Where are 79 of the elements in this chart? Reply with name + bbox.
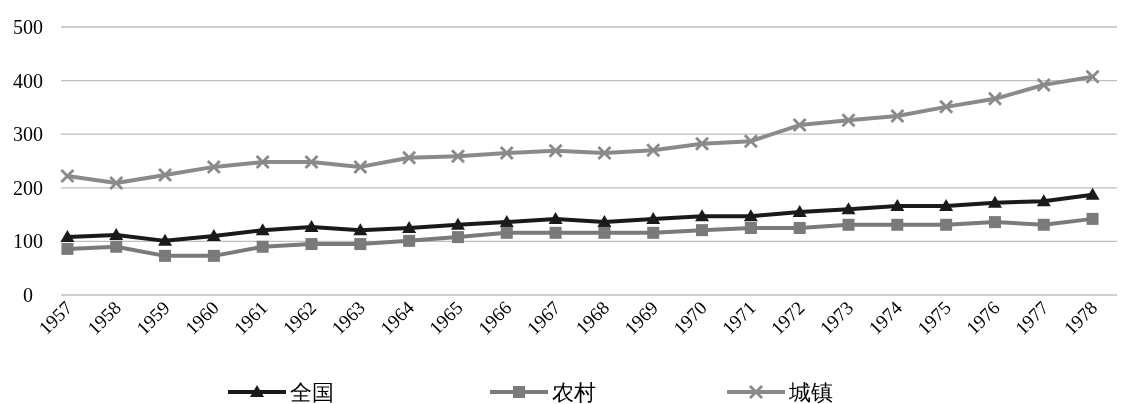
point bbox=[60, 169, 75, 184]
x-tick-label: 1973 bbox=[815, 296, 858, 339]
point bbox=[354, 238, 367, 251]
point bbox=[1086, 212, 1099, 225]
y-tick-label: 100 bbox=[13, 230, 43, 253]
point bbox=[647, 226, 660, 239]
point bbox=[987, 91, 1002, 106]
point bbox=[842, 218, 855, 231]
point bbox=[206, 229, 221, 242]
point bbox=[597, 215, 612, 228]
point bbox=[743, 209, 758, 222]
point bbox=[256, 240, 269, 253]
point bbox=[451, 231, 464, 244]
point bbox=[158, 233, 173, 246]
point bbox=[1036, 194, 1051, 207]
point bbox=[841, 202, 856, 215]
point bbox=[1085, 69, 1100, 84]
y-tick-label: 500 bbox=[13, 16, 43, 38]
y-tick-label: 400 bbox=[13, 69, 43, 92]
point bbox=[402, 221, 417, 233]
point bbox=[841, 113, 856, 128]
legend-label: 全国 bbox=[290, 380, 334, 404]
point bbox=[939, 199, 954, 212]
x-tick-label: 1971 bbox=[717, 296, 760, 339]
point bbox=[403, 234, 416, 247]
legend-label: 农村 bbox=[552, 380, 596, 404]
y-tick-label: 0 bbox=[23, 284, 33, 306]
point bbox=[646, 143, 661, 158]
point bbox=[548, 211, 563, 224]
point bbox=[60, 230, 75, 243]
point bbox=[305, 238, 318, 251]
point bbox=[793, 222, 806, 234]
legend-label: 城镇 bbox=[788, 380, 833, 404]
point bbox=[353, 223, 368, 236]
point bbox=[792, 118, 807, 133]
point bbox=[450, 149, 465, 164]
point bbox=[792, 204, 807, 217]
point bbox=[61, 242, 74, 255]
point bbox=[646, 211, 661, 224]
point bbox=[110, 240, 123, 253]
point bbox=[499, 145, 514, 160]
point bbox=[207, 249, 220, 262]
point bbox=[109, 227, 124, 240]
point bbox=[987, 195, 1002, 208]
point bbox=[499, 215, 514, 228]
point bbox=[402, 150, 417, 165]
point bbox=[548, 143, 563, 158]
point bbox=[890, 108, 905, 123]
point bbox=[695, 209, 710, 222]
x-tick-label: 1962 bbox=[278, 296, 321, 339]
y-tick-label: 300 bbox=[13, 123, 43, 146]
point bbox=[744, 222, 757, 234]
y-tick-label: 200 bbox=[13, 176, 43, 199]
point bbox=[450, 217, 465, 230]
point bbox=[549, 226, 562, 239]
point bbox=[1085, 187, 1100, 200]
point bbox=[696, 224, 709, 237]
point bbox=[988, 216, 1001, 229]
point bbox=[743, 134, 758, 149]
point bbox=[890, 199, 905, 212]
point bbox=[206, 159, 221, 174]
point bbox=[940, 218, 953, 231]
point bbox=[304, 219, 319, 232]
point bbox=[255, 223, 270, 236]
x-tick-label: 1961 bbox=[229, 296, 272, 339]
point bbox=[353, 159, 368, 174]
point bbox=[695, 136, 710, 151]
point bbox=[1037, 218, 1050, 231]
point bbox=[304, 155, 319, 170]
point bbox=[109, 175, 124, 190]
point bbox=[159, 249, 172, 262]
point bbox=[255, 155, 270, 170]
point bbox=[1036, 77, 1051, 92]
point bbox=[939, 99, 954, 114]
point bbox=[891, 218, 904, 231]
point bbox=[158, 167, 173, 182]
point bbox=[500, 226, 513, 239]
point bbox=[597, 145, 612, 160]
point bbox=[598, 226, 611, 239]
